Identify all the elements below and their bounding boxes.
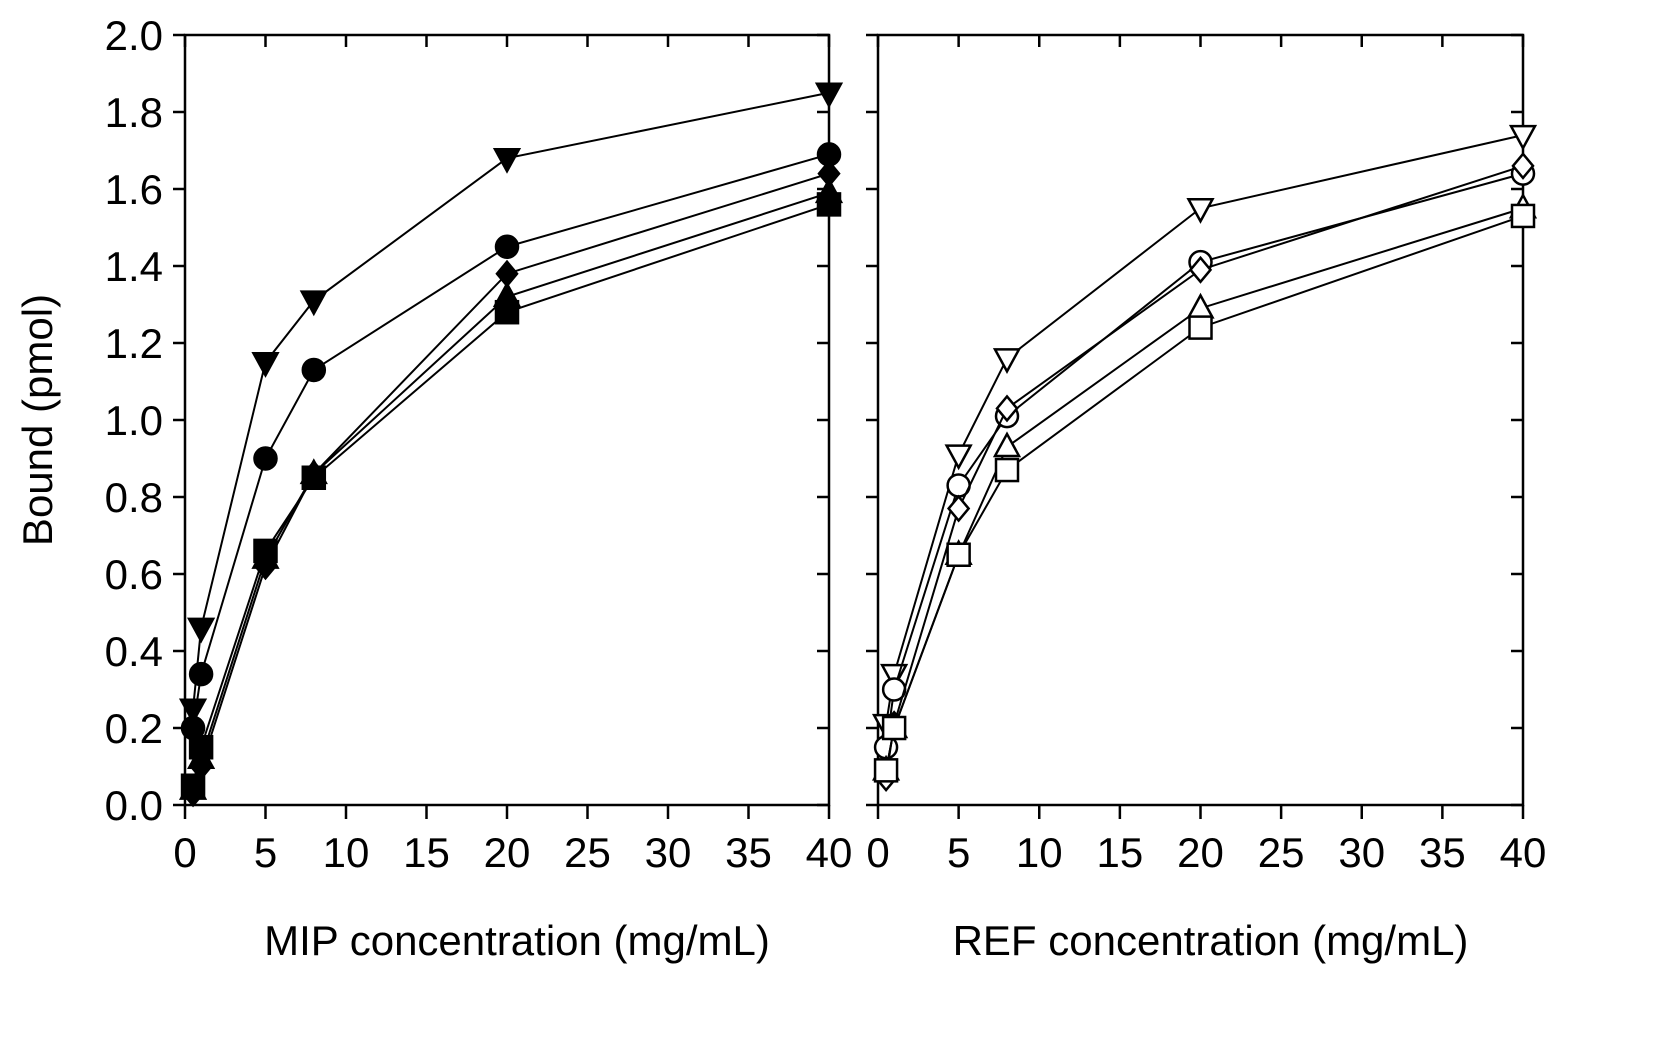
ref-series-square xyxy=(873,203,1536,783)
mip-x-axis-title: MIP concentration (mg/mL) xyxy=(264,917,770,964)
ref-data-point-square xyxy=(994,457,1020,483)
ref-data-point-square xyxy=(946,542,971,567)
ref-x-tick-label: 5 xyxy=(947,829,970,876)
mip-series-square xyxy=(180,192,842,798)
ref-x-tick-label: 30 xyxy=(1338,829,1385,876)
mip-data-point-triangle-down xyxy=(178,698,208,725)
mip-y-axis-title: Bound (pmol) xyxy=(14,294,61,546)
ref-data-point-diamond xyxy=(946,494,971,523)
mip-data-point-triangle-down xyxy=(299,290,328,317)
mip-y-tick-label: 0.4 xyxy=(105,628,163,675)
ref-x-tick-label: 20 xyxy=(1177,829,1224,876)
mip-y-tick-label: 0.8 xyxy=(105,474,163,521)
mip-data-point-circle xyxy=(188,661,214,687)
ref-series-circle xyxy=(873,161,1536,760)
mip-x-tick-label: 5 xyxy=(254,829,277,876)
mip-data-point-circle xyxy=(494,234,520,259)
ref-series-line xyxy=(885,215,1524,771)
ref-data-point-triangle-down xyxy=(992,348,1022,375)
ref-series-triangle-down xyxy=(871,124,1538,740)
ref-data-point-square xyxy=(881,715,907,741)
ref-data-point-triangle-up xyxy=(992,431,1022,458)
ref-x-tick-label: 40 xyxy=(1500,829,1547,876)
ref-data-point-triangle-down xyxy=(944,444,973,471)
mip-y-tick-label: 1.4 xyxy=(105,243,163,290)
mip-y-tick-label: 1.0 xyxy=(105,397,163,444)
mip-data-point-triangle-down xyxy=(251,352,280,378)
mip-x-tick-label: 10 xyxy=(323,829,370,876)
ref-x-tick-label: 35 xyxy=(1419,829,1466,876)
mip-data-point-square xyxy=(301,465,327,490)
mip-x-tick-label: 0 xyxy=(173,829,196,876)
mip-series-line xyxy=(192,91,830,709)
mip-data-point-square xyxy=(816,192,842,217)
mip-x-tick-label: 40 xyxy=(806,829,853,876)
mip-series-triangle-down xyxy=(178,82,844,725)
mip-data-point-square xyxy=(253,538,278,564)
mip-y-tick-label: 0.0 xyxy=(105,782,163,829)
mip-y-tick-label: 0.6 xyxy=(105,551,163,598)
ref-x-tick-label: 15 xyxy=(1097,829,1144,876)
mip-data-point-triangle-down xyxy=(492,147,522,174)
mip-x-tick-label: 15 xyxy=(403,829,450,876)
mip-data-point-circle xyxy=(301,357,327,383)
mip-y-tick-label: 1.6 xyxy=(105,166,163,213)
mip-x-tick-label: 30 xyxy=(645,829,692,876)
ref-series-triangle-up xyxy=(871,192,1538,781)
ref-x-tick-label: 10 xyxy=(1016,829,1063,876)
mip-data-point-square xyxy=(180,773,206,798)
mip-data-point-square xyxy=(188,735,214,760)
ref-data-point-triangle-down xyxy=(1508,124,1538,151)
ref-data-point-square xyxy=(873,758,899,783)
ref-data-point-square xyxy=(1510,203,1536,229)
mip-y-tick-label: 0.2 xyxy=(105,705,163,752)
ref-data-point-diamond xyxy=(1511,151,1535,180)
ref-x-tick-label: 0 xyxy=(866,829,889,876)
ref-x-tick-label: 25 xyxy=(1258,829,1305,876)
ref-data-point-diamond xyxy=(1188,255,1213,284)
ref-data-point-diamond xyxy=(995,394,1019,423)
mip-data-point-square xyxy=(494,299,520,325)
mip-x-tick-label: 35 xyxy=(725,829,772,876)
ref-series-line xyxy=(885,134,1524,725)
mip-x-tick-label: 20 xyxy=(484,829,531,876)
ref-series-line xyxy=(885,207,1524,771)
ref-x-axis-title: REF concentration (mg/mL) xyxy=(953,917,1469,964)
mip-data-point-circle xyxy=(253,446,278,471)
mip-y-tick-label: 2.0 xyxy=(105,12,163,59)
mip-y-tick-label: 1.2 xyxy=(105,320,163,367)
mip-data-point-triangle-down xyxy=(814,82,844,109)
mip-panel: 0 5 10 15 20 25 30 35 40 0.0 0.2 0.4 0.6 0.8 1.0 1.2 1.4… xyxy=(14,12,852,964)
ref-panel: 0 5 10 15 20 25 30 35 40 REF concentration (mg/mL… xyxy=(866,33,1547,964)
mip-x-tick-label: 25 xyxy=(564,829,611,876)
ref-plot-frame xyxy=(876,33,1525,807)
mip-series-circle xyxy=(180,142,842,741)
ref-series-diamond xyxy=(874,151,1535,793)
mip-y-tick-label: 1.8 xyxy=(105,89,163,136)
ref-data-point-triangle-down xyxy=(1186,198,1215,224)
mip-data-point-triangle-down xyxy=(186,617,216,644)
ref-data-point-square xyxy=(1188,315,1213,340)
